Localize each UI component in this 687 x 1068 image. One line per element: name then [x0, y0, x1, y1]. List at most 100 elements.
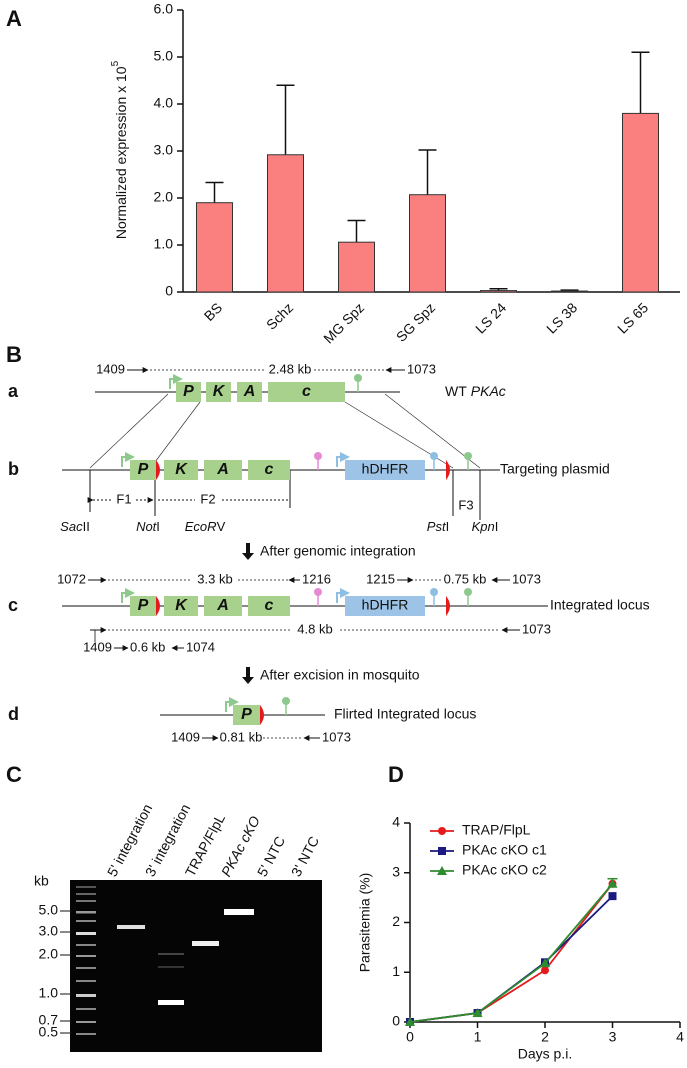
- x-tick-label: BS: [201, 299, 226, 324]
- terminator-head: [314, 452, 322, 460]
- frt-site: [446, 596, 450, 616]
- y-tick-label: 0: [165, 283, 173, 299]
- gel-panel: C kb 5.03.02.01.00.70.55' integration3' …: [6, 762, 322, 1052]
- gene-exon: [164, 596, 198, 616]
- series-line: [409, 895, 614, 1023]
- site-label: EcoRV: [185, 519, 226, 534]
- gene-letter: c: [265, 597, 274, 614]
- terminator-head: [354, 374, 362, 382]
- primer-label: 1074: [186, 639, 215, 654]
- gene-letter: P: [183, 383, 194, 400]
- promoter-arrow: [336, 588, 350, 603]
- gene-letter: P: [138, 597, 149, 614]
- promoter-arrow: [169, 374, 183, 389]
- ladder-label: 1.0: [39, 985, 59, 1001]
- primer-label: 1073: [407, 361, 436, 376]
- legend-label: PKAc cKO c2: [462, 862, 547, 878]
- site-italic: EcoR: [185, 519, 217, 534]
- bar: [338, 241, 375, 293]
- primer-label: 1072: [57, 571, 86, 586]
- primer-label: 1073: [322, 729, 351, 744]
- step-arrow: [242, 543, 254, 560]
- promoter-arrow: [225, 697, 239, 712]
- frt-site: [156, 460, 160, 480]
- point: [608, 892, 617, 901]
- panel-label: C: [6, 762, 22, 787]
- bar: [267, 154, 304, 293]
- bar: [196, 202, 233, 293]
- gene-letter: A: [216, 461, 229, 478]
- row-name: Integrated locus: [550, 597, 650, 613]
- row-name: WT PKAc: [445, 383, 506, 399]
- lane-label: 5' NTC: [254, 834, 288, 880]
- x-tick-label: LS 38: [543, 299, 580, 336]
- site-italic: Sac: [60, 519, 83, 534]
- y-tick-label: 5.0: [154, 48, 174, 64]
- name-part: WT: [445, 383, 467, 399]
- site-label: NotI: [136, 519, 160, 534]
- fragment-label: F1: [116, 491, 131, 506]
- y-tick-label: 4.0: [154, 95, 174, 111]
- site-italic: Pst: [427, 519, 447, 534]
- y-tick-label: 2: [392, 913, 400, 929]
- gene-exon: [204, 460, 242, 480]
- amplicon-size: 2.48 kb: [269, 361, 312, 376]
- site-label: SacII: [60, 519, 90, 534]
- site-label: KpnI: [472, 519, 499, 534]
- x-tick-label: 1: [474, 1029, 482, 1045]
- primer-label: 1073: [522, 621, 551, 636]
- marker-box: [345, 460, 425, 480]
- legend-marker: [438, 847, 446, 855]
- amplicon-size: 0.75 kb: [444, 571, 487, 586]
- bar: [551, 290, 588, 293]
- primer-label: 1409: [171, 729, 200, 744]
- ladder-bands: [76, 886, 96, 1035]
- y-tick-label: 3.0: [154, 142, 174, 158]
- point: [540, 958, 550, 968]
- series-line: [409, 883, 614, 1023]
- y-tick-label: 4: [392, 814, 400, 830]
- ladder-label: 0.7: [39, 1012, 59, 1028]
- gene-exon: [130, 596, 156, 616]
- x-tick-label: LS 24: [472, 299, 509, 336]
- row-label: d: [8, 704, 19, 724]
- point: [607, 878, 618, 888]
- row-name: Targeting plasmid: [500, 461, 610, 477]
- series-line: [409, 883, 614, 1023]
- gel-unit: kb: [34, 873, 49, 889]
- site-roman: I: [495, 519, 499, 534]
- step-label: After genomic integration: [260, 543, 416, 559]
- gene-letter: c: [265, 461, 274, 478]
- terminator-head: [282, 697, 290, 705]
- primer-label: 1073: [512, 571, 541, 586]
- amplicon-size: 0.6 kb: [130, 639, 165, 654]
- site-roman: II: [83, 519, 90, 534]
- marker-box: [345, 596, 425, 616]
- gene-exon: [206, 382, 231, 402]
- site-italic: Kpn: [472, 519, 495, 534]
- terminator-head: [430, 588, 438, 596]
- gene-letter: c: [302, 383, 311, 400]
- primer-label: 1409: [96, 361, 125, 376]
- gene-exon: [130, 460, 156, 480]
- legend-label: TRAP/FlpL: [462, 822, 531, 838]
- gene-exon: [248, 596, 290, 616]
- row-label: c: [8, 595, 18, 615]
- legend-marker: [437, 866, 447, 875]
- x-tick-label: 2: [541, 1029, 549, 1045]
- y-tick-label: 1.0: [154, 236, 174, 252]
- amplicon-size: 4.8 kb: [297, 621, 332, 636]
- point: [541, 966, 549, 975]
- primer-label: 1409: [83, 639, 112, 654]
- marker-label: hDHFR: [362, 461, 409, 477]
- frt-site: [260, 705, 264, 725]
- primer-label: 1215: [366, 571, 395, 586]
- row-label: b: [8, 459, 19, 479]
- promoter-arrow: [121, 588, 135, 603]
- gene-exon: [268, 382, 345, 402]
- amplicon-size: 3.3 kb: [197, 571, 232, 586]
- diagram: B a b c d WT PKAc Targeting plasmid Integ…: [6, 342, 650, 745]
- site-roman: I: [156, 519, 160, 534]
- fragment-label: F3: [458, 497, 473, 512]
